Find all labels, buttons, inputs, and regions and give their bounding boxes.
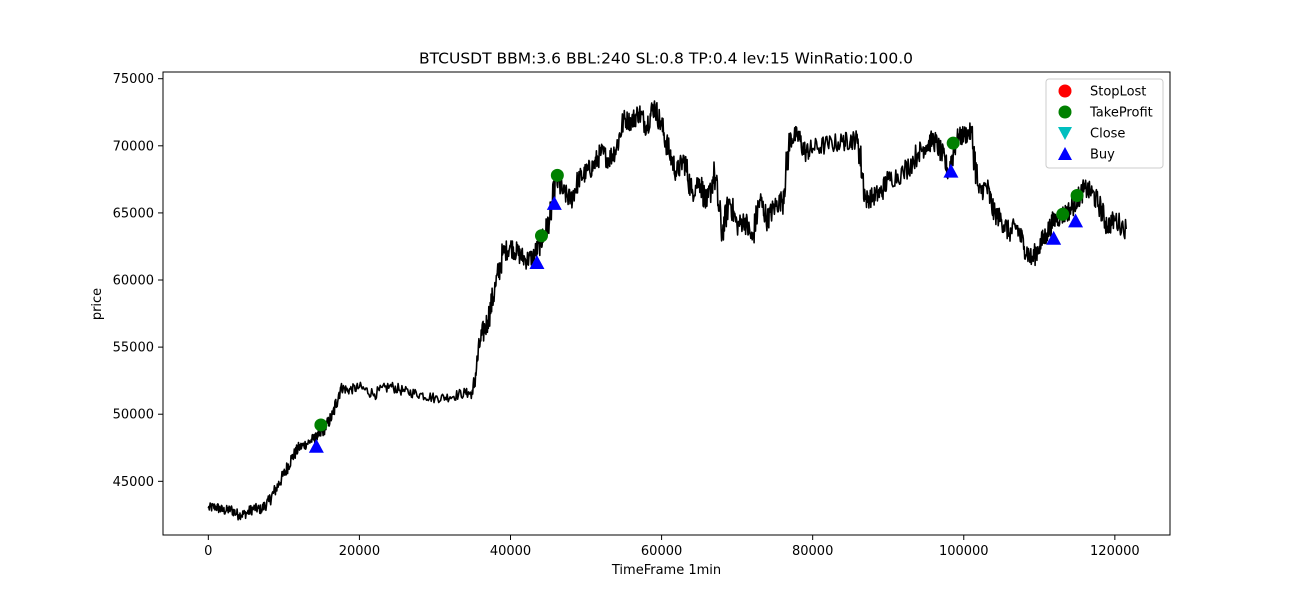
legend: StopLost TakeProfit Close Buy (1045, 78, 1164, 169)
buy-marker-2 (546, 196, 562, 210)
buy-marker-0 (308, 438, 324, 453)
legend-label-stoplost: StopLost (1090, 85, 1146, 100)
price-line-series-0 (207, 100, 1127, 521)
y-tick-label: 55000 (113, 341, 154, 356)
y-axis-label: price (90, 288, 105, 320)
buy-marker-4 (1046, 230, 1062, 245)
x-tick-label: 100000 (939, 544, 989, 559)
takeprofit-marker-3 (946, 136, 960, 150)
y-tick-label: 70000 (113, 139, 154, 154)
buy-marker-3 (943, 163, 959, 178)
legend-marker-buy (1058, 147, 1072, 160)
takeprofit-marker-5 (1070, 188, 1084, 202)
x-tick-label: 120000 (1090, 544, 1140, 559)
takeprofit-marker-2 (550, 168, 564, 182)
y-tick-label: 60000 (113, 274, 154, 289)
legend-label-buy: Buy (1090, 148, 1115, 163)
x-axis-label: TimeFrame 1min (611, 563, 721, 578)
takeprofit-marker-4 (1056, 207, 1070, 221)
marker-layer (308, 136, 1084, 453)
axis-layer: 0 20000 40000 60000 80000 100000 120000 45000 50… (113, 71, 1171, 559)
series-layer (207, 100, 1127, 521)
takeprofit-marker-1 (534, 229, 548, 243)
legend-marker-stoplost (1058, 84, 1072, 98)
x-tick-label: 20000 (339, 544, 380, 559)
legend-marker-close (1058, 127, 1072, 140)
buy-marker-1 (529, 255, 545, 269)
chart-title: BTCUSDT BBM:3.6 BBL:240 SL:0.8 TP:0.4 le… (419, 50, 913, 68)
x-tick-label: 40000 (490, 544, 531, 559)
legend-box (1045, 78, 1164, 169)
y-tick-label: 75000 (113, 72, 154, 87)
y-tick-label: 50000 (113, 408, 154, 423)
x-tick-label: 0 (204, 544, 212, 559)
buy-marker-5 (1068, 213, 1084, 228)
plot-frame (162, 71, 1171, 536)
x-tick-label: 80000 (792, 544, 833, 559)
y-tick-label: 45000 (113, 475, 154, 490)
legend-marker-takeprofit (1058, 105, 1072, 119)
x-tick-label: 60000 (641, 544, 682, 559)
legend-label-close: Close (1090, 127, 1125, 142)
takeprofit-marker-0 (314, 418, 328, 432)
legend-label-takeprofit: TakeProfit (1089, 106, 1153, 121)
y-tick-label: 65000 (113, 206, 154, 221)
